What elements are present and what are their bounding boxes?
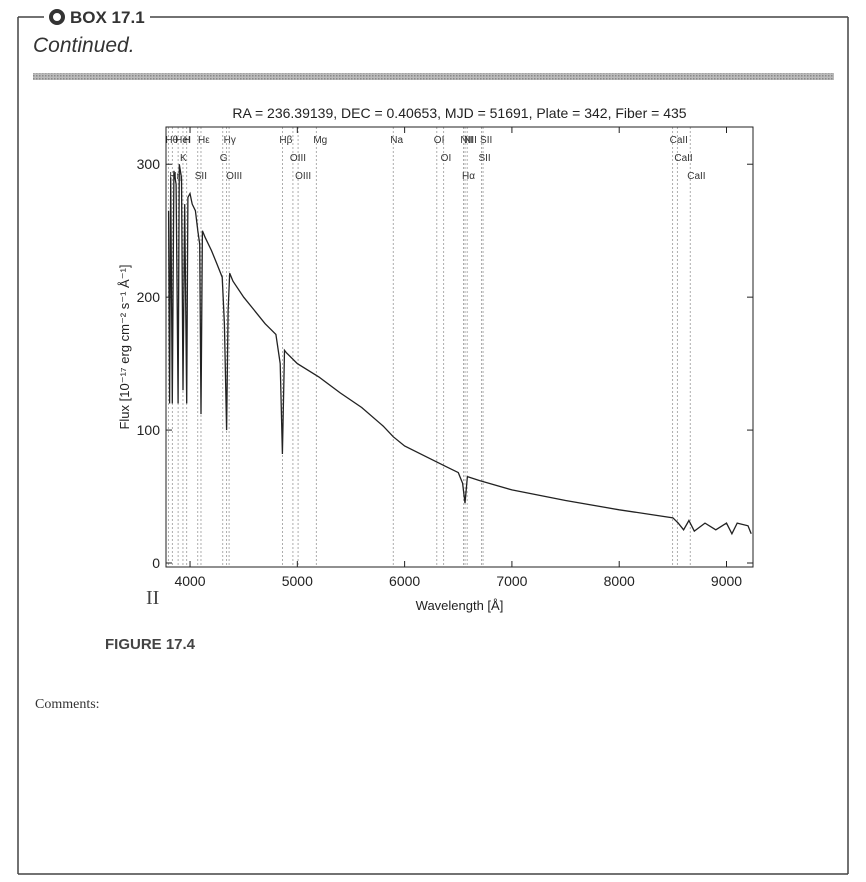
x-axis-label: Wavelength [Å] bbox=[416, 598, 504, 613]
box-frame bbox=[17, 16, 849, 875]
x-tick-label: 7000 bbox=[496, 573, 527, 589]
line-label: Hβ bbox=[279, 135, 292, 146]
line-label: CaII bbox=[670, 135, 688, 146]
line-label: SII bbox=[480, 135, 492, 146]
line-label: Hα bbox=[462, 171, 475, 182]
figure-mark: II bbox=[146, 587, 159, 609]
x-tick-label: 8000 bbox=[604, 573, 635, 589]
y-tick-label: 200 bbox=[137, 289, 161, 305]
line-label: K bbox=[180, 153, 187, 164]
box-icon bbox=[49, 9, 65, 25]
x-tick-label: 4000 bbox=[174, 573, 205, 589]
chart: RA = 236.39139, DEC = 0.40653, MJD = 516… bbox=[117, 105, 754, 613]
line-label: Hη bbox=[169, 171, 182, 182]
line-label: OIII bbox=[295, 171, 311, 182]
chart-title: RA = 236.39139, DEC = 0.40653, MJD = 516… bbox=[232, 105, 686, 121]
x-tick-label: 5000 bbox=[282, 573, 313, 589]
line-label: Na bbox=[390, 135, 403, 146]
x-tick-label: 9000 bbox=[711, 573, 742, 589]
line-label: OI bbox=[434, 135, 445, 146]
comments-label: Comments: bbox=[35, 697, 100, 712]
line-label: CaII bbox=[674, 153, 692, 164]
line-label: NII bbox=[464, 135, 477, 146]
plot-frame bbox=[165, 126, 754, 568]
line-label: Hγ bbox=[224, 135, 236, 146]
box-subtitle: Continued. bbox=[33, 34, 135, 57]
y-axis-label: Flux [10⁻¹⁷ erg cm⁻² s⁻¹ Å⁻¹] bbox=[117, 264, 132, 429]
line-label: CaII bbox=[687, 171, 705, 182]
line-label: OI bbox=[441, 153, 452, 164]
y-tick-label: 300 bbox=[137, 156, 161, 172]
y-tick-label: 0 bbox=[152, 555, 160, 571]
line-label: OIII bbox=[290, 153, 306, 164]
x-tick-label: 6000 bbox=[389, 573, 420, 589]
y-tick-label: 100 bbox=[137, 422, 161, 438]
line-label: H bbox=[184, 135, 191, 146]
divider bbox=[33, 73, 834, 80]
line-label: HeI bbox=[175, 135, 191, 146]
box-label: BOX 17.1 bbox=[70, 8, 145, 27]
line-label: Mg bbox=[313, 135, 327, 146]
spectrum-line bbox=[167, 164, 752, 536]
line-label: SII bbox=[478, 153, 490, 164]
line-label: G bbox=[220, 153, 228, 164]
line-label: Hε bbox=[198, 135, 210, 146]
line-label: OIII bbox=[226, 171, 242, 182]
figure-caption: FIGURE 17.4 bbox=[105, 636, 196, 653]
